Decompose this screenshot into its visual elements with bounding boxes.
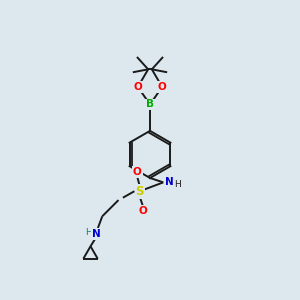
Text: H: H xyxy=(175,180,181,189)
Text: O: O xyxy=(158,82,167,92)
Text: B: B xyxy=(146,99,154,110)
Text: N: N xyxy=(165,177,174,188)
Text: H: H xyxy=(85,228,92,237)
Text: N: N xyxy=(92,229,101,239)
Text: O: O xyxy=(134,82,142,92)
Text: O: O xyxy=(133,167,142,177)
Text: O: O xyxy=(138,206,147,216)
Text: S: S xyxy=(135,185,144,198)
